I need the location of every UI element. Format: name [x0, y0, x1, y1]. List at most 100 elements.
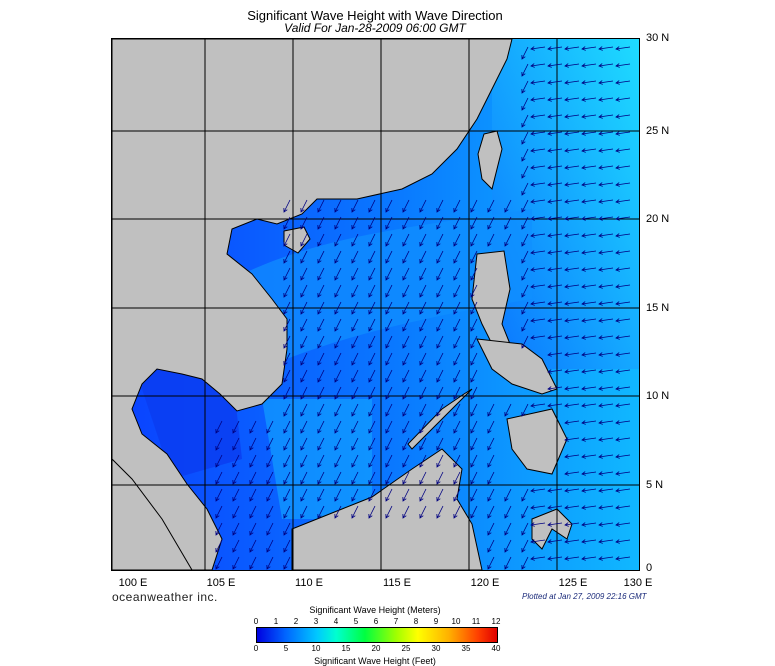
- land-asia-mainland: [112, 39, 513, 570]
- wave-arrow: [547, 114, 563, 119]
- wave-arrow: [351, 488, 359, 502]
- wave-arrow: [436, 199, 444, 213]
- wave-arrow: [266, 471, 274, 485]
- wave-arrow: [504, 216, 512, 230]
- wave-arrow: [436, 437, 444, 451]
- wave-arrow: [564, 369, 580, 374]
- wave-arrow: [521, 539, 529, 553]
- wave-arrow: [564, 437, 580, 442]
- wave-arrow: [232, 522, 240, 536]
- wave-arrow: [615, 386, 631, 391]
- wave-arrow: [232, 505, 240, 519]
- lat-label-10n: 10 N: [646, 390, 670, 402]
- wave-arrow: [598, 114, 614, 119]
- colorbar-tick-m-12: 12: [491, 617, 501, 626]
- wave-arrow: [470, 471, 478, 485]
- wave-arrow: [598, 63, 614, 68]
- map-subtitle: Valid For Jan-28-2009 06:00 GMT: [284, 21, 466, 35]
- wave-arrow: [581, 46, 597, 51]
- wave-arrow: [470, 267, 478, 281]
- wave-arrow: [547, 216, 563, 221]
- wave-arrow: [581, 403, 597, 408]
- wave-arrow: [581, 97, 597, 102]
- wave-arrow: [453, 199, 461, 213]
- wave-arrow: [283, 556, 291, 570]
- wave-arrow: [402, 488, 410, 502]
- wave-arrow: [564, 267, 580, 272]
- ocean-south-central: [262, 399, 372, 519]
- wave-arrow: [547, 46, 563, 51]
- wave-arrow: [419, 284, 427, 298]
- wave-arrow: [283, 301, 291, 315]
- wave-arrow: [300, 403, 308, 417]
- wave-arrow: [564, 335, 580, 340]
- wave-arrow: [581, 114, 597, 119]
- wave-arrow: [232, 556, 240, 570]
- wave-arrow: [249, 522, 257, 536]
- wave-arrow: [615, 216, 631, 221]
- wave-arrow: [385, 250, 393, 264]
- wave-arrow: [436, 403, 444, 417]
- wave-arrow: [547, 539, 563, 544]
- wave-arrow: [300, 471, 308, 485]
- wave-arrow: [453, 488, 461, 502]
- wave-arrow: [521, 216, 529, 230]
- wave-arrow: [615, 114, 631, 119]
- wave-arrow: [419, 420, 427, 434]
- wave-arrow: [470, 420, 478, 434]
- wave-arrow: [615, 267, 631, 272]
- wave-arrow: [453, 284, 461, 298]
- wave-arrow: [530, 522, 546, 527]
- wave-arrow: [470, 437, 478, 451]
- wave-arrow: [598, 437, 614, 442]
- wave-arrow: [283, 250, 291, 264]
- wave-arrow: [283, 369, 291, 383]
- wave-arrow: [283, 335, 291, 349]
- wave-arrow: [419, 233, 427, 247]
- wave-arrow: [300, 284, 308, 298]
- wave-arrow: [351, 233, 359, 247]
- wave-arrow: [487, 505, 495, 519]
- wave-arrow: [436, 301, 444, 315]
- wave-arrow: [564, 182, 580, 187]
- wave-arrow: [317, 250, 325, 264]
- wave-arrow: [581, 318, 597, 323]
- wave-arrow: [487, 522, 495, 536]
- wave-arrow: [453, 216, 461, 230]
- wave-arrow: [615, 233, 631, 238]
- wave-arrow: [453, 335, 461, 349]
- colorbar-tick-m-7: 7: [393, 617, 399, 626]
- wave-arrow: [487, 471, 495, 485]
- wave-arrow: [351, 403, 359, 417]
- wave-arrow: [598, 301, 614, 306]
- wave-arrow: [402, 199, 410, 213]
- wave-arrow: [402, 318, 410, 332]
- wave-arrow: [504, 522, 512, 536]
- wave-arrow: [317, 318, 325, 332]
- wave-arrow: [317, 471, 325, 485]
- wave-arrow: [521, 233, 529, 247]
- wave-arrow: [615, 403, 631, 408]
- wave-arrow: [581, 437, 597, 442]
- wave-arrow: [283, 488, 291, 502]
- wave-arrow: [547, 335, 563, 340]
- wave-arrow: [615, 471, 631, 476]
- wave-arrow: [402, 369, 410, 383]
- wave-arrow: [615, 420, 631, 425]
- wave-arrow: [402, 267, 410, 281]
- wave-arrow: [581, 165, 597, 170]
- wave-arrow: [453, 386, 461, 400]
- wave-arrow: [564, 539, 580, 544]
- colorbar-tick-m-0: 0: [253, 617, 259, 626]
- wave-arrow: [351, 437, 359, 451]
- wave-arrow: [249, 539, 257, 553]
- wave-arrow: [215, 488, 223, 502]
- wave-arrow: [215, 454, 223, 468]
- land-sulawesi: [531, 508, 573, 550]
- wave-arrow: [385, 233, 393, 247]
- wave-arrow: [547, 284, 563, 289]
- wave-arrow: [470, 301, 478, 315]
- wave-arrow: [521, 301, 529, 315]
- wave-arrow: [530, 556, 546, 561]
- wave-arrow: [334, 403, 342, 417]
